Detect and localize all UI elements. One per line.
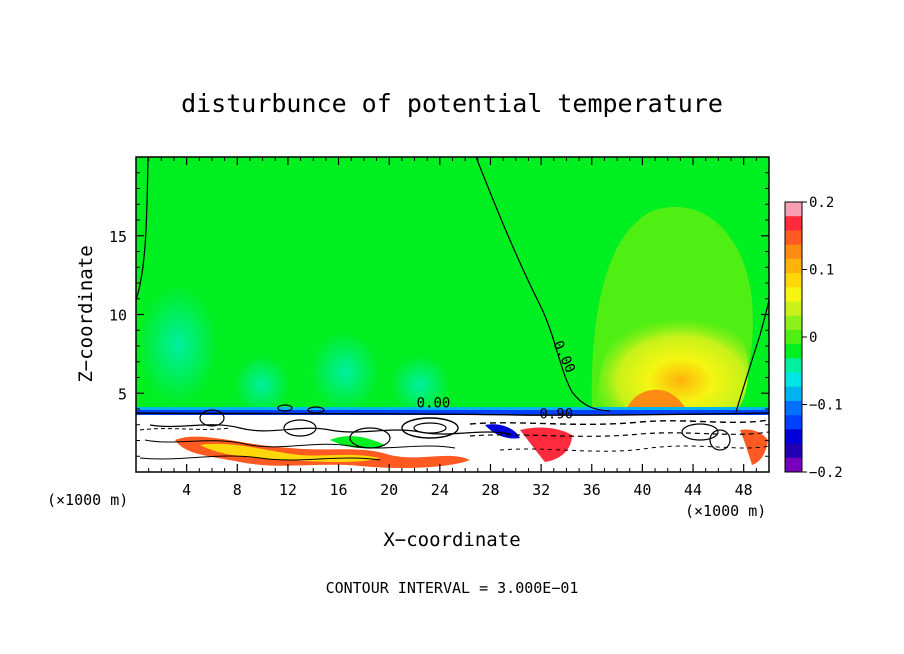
x-tick-label: 48 bbox=[735, 481, 753, 499]
colorbar-swatch bbox=[785, 443, 802, 459]
x-tick-label: 24 bbox=[431, 481, 449, 499]
field-bl-warm-2 bbox=[200, 443, 380, 462]
y-axis-title: Z−coordinate bbox=[75, 245, 97, 382]
colorbar-swatch bbox=[785, 358, 802, 374]
colorbar-swatch bbox=[785, 400, 802, 416]
colorbar-tick-label: 0.1 bbox=[809, 263, 834, 279]
colorbar-swatch bbox=[785, 457, 802, 473]
x-tick-label: 16 bbox=[330, 481, 348, 499]
x-tick-label: 28 bbox=[481, 481, 499, 499]
contour-eddy-6 bbox=[277, 404, 293, 412]
colorbar-swatch bbox=[785, 386, 802, 402]
x-tick-label: 8 bbox=[233, 481, 242, 499]
colorbar-swatch bbox=[785, 429, 802, 445]
colorbar-swatch bbox=[785, 372, 802, 388]
field-bl-warm-4 bbox=[520, 427, 572, 462]
y-tick-label: 10 bbox=[109, 307, 127, 325]
contour-eddy-3 bbox=[349, 427, 391, 449]
contour-bl-2 bbox=[144, 439, 456, 449]
contour-bl-3 bbox=[139, 455, 381, 461]
x-unit-right: (×1000 m) bbox=[685, 502, 766, 520]
x-unit-left: (×1000 m) bbox=[47, 491, 128, 509]
x-axis-title: X−coordinate bbox=[383, 529, 520, 551]
field-inversion-band bbox=[136, 410, 769, 415]
contour-zero-right bbox=[735, 299, 769, 413]
colorbar-swatch bbox=[785, 287, 802, 302]
contour-eddy-8 bbox=[681, 423, 719, 441]
contour-zero-left bbox=[136, 157, 149, 301]
field-bl-cool-1 bbox=[485, 424, 520, 439]
contour-inversion-line bbox=[136, 412, 769, 416]
field-cool-plume-2 bbox=[310, 332, 380, 412]
x-tick-label: 40 bbox=[633, 481, 651, 499]
colorbar-swatch bbox=[785, 329, 802, 345]
colorbar-tick-label: −0.1 bbox=[809, 398, 843, 414]
contour-dashed-4 bbox=[139, 427, 231, 431]
contour-bl-1 bbox=[149, 424, 511, 435]
colorbar-swatch bbox=[785, 415, 802, 430]
colorbar-swatch bbox=[785, 202, 802, 217]
plot-area bbox=[136, 157, 769, 472]
contour-label: 0.00 bbox=[417, 395, 451, 411]
colorbar-swatch bbox=[785, 344, 802, 359]
colorbar-swatch bbox=[785, 315, 802, 331]
colorbar-swatch bbox=[785, 258, 802, 274]
field-cool-plume-4 bbox=[234, 355, 290, 415]
field-cool-plume-1 bbox=[138, 285, 218, 405]
x-tick-label: 32 bbox=[532, 481, 550, 499]
colorbar-swatch bbox=[785, 244, 802, 260]
colorbar-swatch bbox=[785, 273, 802, 288]
contour-label: 0.90 bbox=[539, 406, 573, 422]
contour-eddy-5 bbox=[199, 409, 225, 427]
field-bl-warm-5 bbox=[740, 429, 768, 465]
contour-dashed-1 bbox=[469, 419, 769, 426]
contour-eddy-7 bbox=[307, 406, 325, 414]
x-tick-label: 4 bbox=[182, 481, 191, 499]
contour-eddy-4 bbox=[283, 419, 317, 437]
chart-title: disturbunce of potential temperature bbox=[181, 89, 723, 118]
colorbar-tick-label: −0.2 bbox=[809, 465, 843, 481]
field-cool-plume-3 bbox=[390, 355, 450, 415]
contour-zero-main bbox=[475, 157, 611, 412]
x-axis-ticks: 4 8 12 16 20 24 28 32 36 40 44 48 bbox=[148, 157, 757, 499]
colorbar: 0.2 0.1 0 −0.1 −0.2 bbox=[784, 195, 843, 481]
x-tick-label: 12 bbox=[279, 481, 297, 499]
colorbar-tick-label: 0.2 bbox=[809, 195, 834, 211]
field-inversion-band-light bbox=[136, 407, 769, 410]
contour-interval-footer: CONTOUR INTERVAL = 3.000E−01 bbox=[326, 579, 579, 597]
y-axis-ticks: 5 10 15 bbox=[109, 172, 769, 457]
colorbar-swatch bbox=[785, 216, 802, 231]
y-tick-label: 5 bbox=[118, 385, 127, 403]
field-warm-peak bbox=[626, 389, 688, 412]
x-tick-label: 20 bbox=[380, 481, 398, 499]
x-tick-label: 36 bbox=[583, 481, 601, 499]
contour-eddy-1 bbox=[401, 417, 459, 439]
contour-dashed-2 bbox=[469, 431, 769, 437]
contour-eddy-9 bbox=[709, 429, 731, 451]
y-tick-label: 15 bbox=[109, 228, 127, 246]
colorbar-swatch bbox=[785, 230, 802, 246]
colorbar-swatch bbox=[785, 301, 802, 317]
contour-eddy-2 bbox=[413, 422, 447, 434]
x-tick-label: 44 bbox=[684, 481, 702, 499]
field-warm-core bbox=[597, 307, 749, 412]
colorbar-tick-label: 0 bbox=[809, 330, 817, 346]
